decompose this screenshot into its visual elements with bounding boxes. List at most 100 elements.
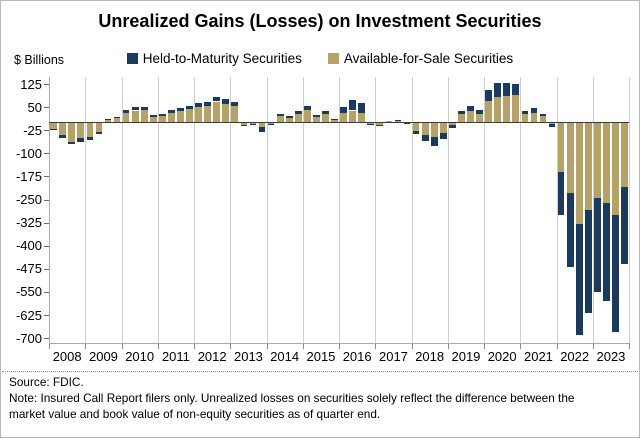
bar-afs-2023-q3 bbox=[612, 122, 619, 215]
y-axis-unit-label: $ Billions bbox=[14, 53, 65, 67]
bar-htm-2013-q4 bbox=[258, 127, 266, 132]
year-gridline bbox=[230, 77, 232, 343]
bar-htm-2016-q4 bbox=[367, 124, 375, 126]
bar-afs-2014-q3 bbox=[285, 118, 293, 123]
y-tick-mark bbox=[44, 84, 49, 85]
bar-afs-2011-q2 bbox=[168, 112, 175, 123]
y-axis-line bbox=[49, 77, 50, 343]
year-gridline bbox=[121, 77, 123, 343]
bar-afs-2018-q1 bbox=[412, 122, 420, 131]
y-tick-mark bbox=[44, 338, 49, 340]
bar-afs-2020-q1 bbox=[485, 100, 492, 123]
bar-afs-2022-q3 bbox=[575, 122, 583, 225]
bar-afs-2020-q4 bbox=[512, 94, 520, 123]
bar-htm-2015-q3 bbox=[322, 111, 329, 114]
bar-htm-2010-q3 bbox=[140, 106, 148, 110]
bar-htm-2019-q4 bbox=[476, 110, 483, 114]
x-axis-tick bbox=[85, 343, 87, 349]
x-tick-label: 2020 bbox=[487, 349, 517, 364]
y-tick-label: -700 bbox=[15, 330, 42, 346]
y-tick-mark bbox=[44, 107, 49, 109]
bar-htm-2017-q3 bbox=[394, 120, 402, 121]
bar-afs-2020-q2 bbox=[494, 96, 502, 123]
footer: Source: FDIC. Note: Insured Call Report … bbox=[9, 374, 574, 422]
y-tick-mark bbox=[44, 130, 49, 132]
bar-afs-2016-q1 bbox=[340, 112, 347, 123]
bar-htm-2020-q4 bbox=[512, 84, 520, 95]
year-gridline bbox=[194, 77, 195, 343]
bar-htm-2008-q3 bbox=[68, 141, 76, 145]
bar-htm-2020-q3 bbox=[503, 83, 511, 96]
bar-htm-2014-q2 bbox=[276, 113, 284, 116]
year-gridline bbox=[592, 77, 594, 343]
footer-divider bbox=[2, 371, 638, 372]
year-gridline bbox=[411, 77, 413, 343]
bar-htm-2018-q1 bbox=[412, 130, 420, 134]
x-axis-tick bbox=[520, 343, 522, 349]
bar-afs-2023-q1 bbox=[594, 122, 601, 198]
year-gridline bbox=[629, 77, 630, 343]
source-note: Source: FDIC. bbox=[9, 375, 84, 389]
bar-htm-2014-q4 bbox=[294, 111, 302, 115]
year-gridline bbox=[484, 77, 485, 343]
bar-afs-2011-q3 bbox=[177, 110, 184, 123]
bar-htm-2009-q4 bbox=[113, 117, 121, 119]
bar-afs-2023-q4 bbox=[621, 122, 628, 188]
bar-afs-2016-q4 bbox=[367, 122, 375, 125]
bar-afs-2009-q1 bbox=[86, 122, 94, 137]
x-tick-label: 2009 bbox=[88, 349, 118, 364]
bar-afs-2023-q2 bbox=[603, 122, 610, 203]
x-axis-tick bbox=[592, 343, 594, 349]
bar-afs-2021-q2 bbox=[530, 113, 538, 123]
x-tick-label: 2021 bbox=[523, 349, 553, 364]
y-tick-mark bbox=[44, 199, 49, 201]
bar-htm-2022-q1 bbox=[557, 171, 565, 215]
year-gridline bbox=[447, 77, 449, 343]
bar-afs-2014-q4 bbox=[294, 114, 302, 123]
bar-htm-2018-q4 bbox=[439, 133, 447, 139]
x-tick-label: 2008 bbox=[52, 349, 82, 364]
x-axis-tick bbox=[339, 343, 340, 349]
bar-afs-2015-q3 bbox=[322, 113, 329, 123]
bar-htm-2010-q2 bbox=[131, 107, 139, 111]
bar-htm-2011-q1 bbox=[158, 113, 166, 116]
bar-htm-2015-q4 bbox=[331, 119, 338, 120]
bar-afs-2021-q1 bbox=[521, 114, 529, 123]
bar-htm-2011-q3 bbox=[177, 107, 184, 111]
legend-label-available-for-sale: Available-for-Sale Securities bbox=[343, 51, 514, 66]
bar-htm-2012-q1 bbox=[195, 103, 202, 108]
bar-afs-2010-q1 bbox=[122, 112, 130, 123]
y-tick-label: 50 bbox=[27, 99, 42, 115]
year-gridline bbox=[339, 77, 340, 343]
bar-afs-2010-q3 bbox=[140, 109, 148, 123]
bar-afs-2012-q2 bbox=[204, 105, 212, 123]
bar-afs-2016-q3 bbox=[358, 112, 366, 123]
x-tick-label: 2014 bbox=[270, 349, 300, 364]
bar-afs-2022-q2 bbox=[566, 122, 574, 194]
y-tick-mark bbox=[44, 315, 49, 316]
bar-htm-2021-q1 bbox=[521, 111, 529, 115]
bar-htm-2015-q1 bbox=[303, 105, 311, 110]
bar-afs-2012-q1 bbox=[195, 107, 202, 123]
bar-htm-2014-q1 bbox=[267, 123, 275, 125]
bar-afs-2011-q4 bbox=[186, 109, 193, 123]
bar-afs-2019-q2 bbox=[458, 114, 465, 123]
bar-htm-2013-q3 bbox=[249, 124, 257, 125]
bar-htm-2009-q2 bbox=[95, 131, 103, 134]
footnote-line-2: market value and book value of non-equit… bbox=[9, 407, 381, 421]
bar-afs-2009-q4 bbox=[113, 118, 121, 123]
legend-swatch-available-for-sale bbox=[327, 53, 339, 64]
bar-htm-2018-q3 bbox=[430, 137, 438, 146]
bar-htm-2011-q4 bbox=[186, 105, 193, 110]
bar-htm-2009-q1 bbox=[86, 137, 94, 141]
bar-htm-2017-q4 bbox=[403, 123, 411, 125]
bar-afs-2010-q4 bbox=[149, 117, 157, 123]
y-tick-label: -175 bbox=[15, 168, 42, 184]
y-tick-label: 125 bbox=[20, 76, 42, 92]
y-tick-label: -475 bbox=[15, 261, 42, 277]
bar-htm-2010-q4 bbox=[149, 115, 157, 117]
x-axis-tick bbox=[411, 343, 413, 349]
bar-afs-2013-q4 bbox=[258, 122, 266, 128]
x-axis-tick bbox=[556, 343, 558, 349]
